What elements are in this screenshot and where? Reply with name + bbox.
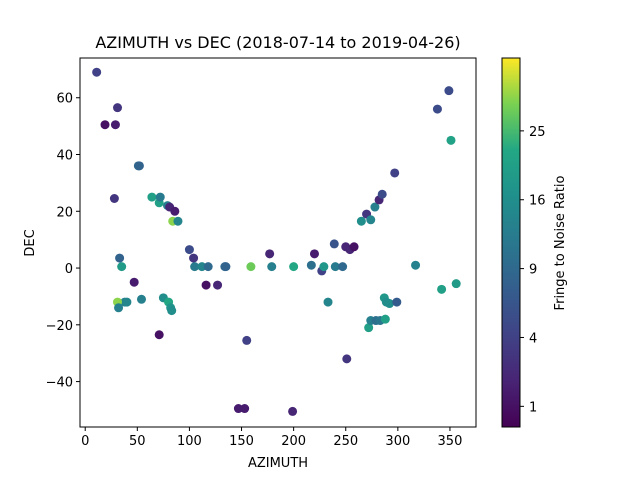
scatter-point [173,216,183,226]
scatter-point [155,192,165,202]
scatter-point [203,262,213,272]
chart-title: AZIMUTH vs DEC (2018-07-14 to 2019-04-26… [95,33,460,52]
scatter-point [242,335,252,345]
x-tick-label: 50 [129,434,146,449]
colorbar-tick-label: 16 [529,194,546,209]
scatter-point [338,262,348,272]
scatter-point [136,294,146,304]
scatter-point [117,262,127,272]
colorbar [501,57,521,428]
y-tick-label: −20 [46,319,73,334]
scatter-point [114,303,124,313]
scatter-point [197,262,207,272]
colorbar-ticks: 1 4 9 16 25 [520,125,546,415]
colorbar-tick-label: 9 [529,263,537,278]
x-tick-label: 250 [333,434,358,449]
scatter-point [329,239,339,249]
scatter-point [444,86,454,96]
colorbar-tick-label: 4 [529,331,537,346]
scatter-point [189,253,199,263]
scatter-point [221,262,231,272]
colorbar-tick-label: 25 [529,125,546,140]
scatter-point [432,104,442,114]
plot-frame [79,57,477,428]
scatter-point [170,206,180,216]
scatter-point [201,280,211,290]
colorbar-tick-label: 1 [529,400,537,415]
x-tick-label: 0 [81,434,89,449]
scatter-point [233,404,243,414]
scatter-point [319,262,329,272]
y-tick-label: 20 [56,205,73,220]
points-layer [92,67,461,416]
y-tick-label: 0 [65,262,73,277]
scatter-point [184,245,194,255]
x-tick-label: 150 [229,434,254,449]
scatter-point [167,306,177,316]
scatter-point [306,260,316,270]
y-axis-label: DEC [23,229,38,256]
y-axis: −40 −20 0 20 40 60 [46,92,80,391]
x-tick-label: 300 [385,434,410,449]
scatter-point [349,242,359,252]
x-axis: 0 50 100 150 200 250 300 350 [81,427,462,449]
scatter-point [392,297,402,307]
scatter-point [134,161,144,171]
scatter-point [115,253,125,263]
colorbar-label: Fringe to Noise Ratio [553,176,568,311]
scatter-point [370,202,380,212]
scatter-point [446,135,456,145]
scatter-point [154,330,164,340]
x-tick-label: 100 [177,434,202,449]
x-axis-label: AZIMUTH [248,456,308,471]
scatter-point [110,120,120,130]
scatter-point [147,192,157,202]
scatter-point [366,215,376,225]
scatter-point [390,168,400,178]
scatter-point [190,262,200,272]
scatter-point [109,194,119,204]
scatter-point [451,279,461,289]
y-tick-label: 60 [56,92,73,107]
y-tick-label: −40 [46,376,73,391]
scatter-point [246,262,256,272]
scatter-point [330,262,340,272]
scatter-point [213,280,223,290]
scatter-point [240,404,250,414]
scatter-point [323,297,333,307]
scatter-point [267,262,277,272]
x-tick-label: 200 [281,434,306,449]
scatter-point [309,249,319,259]
scatter-point [113,103,123,113]
scatter-point [364,323,374,333]
scatter-point [377,189,387,199]
scatter-point [288,406,298,416]
scatter-point [92,67,102,77]
scatter-point [356,216,366,226]
x-tick-label: 350 [438,434,463,449]
scatter-point [129,277,139,287]
scatter-point [380,314,390,324]
scatter-point [437,284,447,294]
scatter-point [342,354,352,364]
scatter-point [411,260,421,270]
y-tick-label: 40 [56,149,73,164]
scatter-point [265,249,275,259]
scatter-point [289,262,299,272]
scatter-point [385,299,395,309]
scatter-point [100,120,110,130]
scatter-point [122,297,132,307]
